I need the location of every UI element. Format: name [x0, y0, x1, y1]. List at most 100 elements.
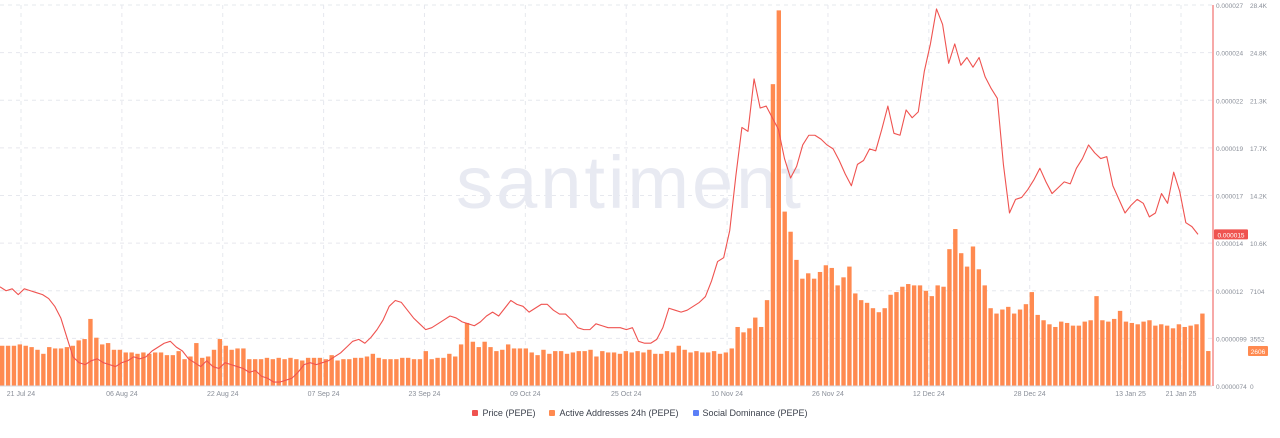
active-addresses-bar: [570, 352, 576, 386]
active-addresses-bar: [853, 293, 858, 386]
active-addresses-bar: [517, 348, 523, 386]
active-addresses-bar: [976, 269, 982, 386]
active-addresses-bar: [464, 322, 470, 386]
active-addresses-bar: [152, 352, 158, 386]
active-addresses-bar: [1141, 321, 1146, 386]
active-addresses-bar: [1035, 314, 1040, 386]
active-addresses-bar: [335, 360, 340, 386]
active-addresses-bar: [564, 353, 570, 386]
active-addresses-bar: [535, 355, 540, 386]
active-addresses-bar: [353, 357, 358, 386]
active-addresses-bar: [911, 285, 917, 386]
active-addresses-bar: [276, 357, 281, 386]
price-tick-label: 0.000012: [1216, 289, 1243, 296]
active-addresses-bar: [47, 347, 52, 386]
active-addresses-bar: [1047, 324, 1052, 386]
active-addresses-bar: [800, 278, 805, 386]
active-addresses-bar: [764, 300, 770, 386]
active-addresses-bar: [541, 349, 546, 386]
active-addresses-bar: [1023, 304, 1029, 386]
active-addresses-bar: [947, 249, 952, 386]
active-addresses-bar: [900, 286, 905, 386]
legend-item-price[interactable]: Price (PEPE): [472, 408, 535, 418]
active-addresses-bar: [1082, 321, 1087, 386]
active-addresses-bar: [964, 266, 970, 386]
active-addresses-bar: [1123, 321, 1129, 386]
addresses-tick-label: 7104: [1250, 289, 1265, 296]
addresses-tick-label: 21.3K: [1250, 98, 1268, 105]
active-addresses-bar: [711, 351, 717, 386]
x-tick-label: 09 Oct 24: [510, 391, 540, 398]
active-addresses-bar: [1070, 325, 1076, 386]
active-addresses-bar: [117, 349, 123, 386]
active-addresses-bar: [1006, 306, 1011, 386]
active-addresses-bar: [653, 353, 658, 386]
addresses-tick-label: 28.4K: [1250, 3, 1268, 10]
active-addresses-bar: [5, 345, 11, 386]
active-addresses-bar: [270, 359, 276, 386]
active-addresses-bar: [988, 308, 993, 386]
active-addresses-bar: [811, 278, 817, 386]
active-addresses-bar: [411, 359, 417, 386]
active-addresses-bar: [194, 343, 199, 386]
x-tick-label: 21 Jan 25: [1166, 391, 1197, 398]
active-addresses-bar: [370, 353, 376, 386]
active-addresses-bar: [917, 285, 923, 386]
active-addresses-bar: [1000, 309, 1005, 386]
x-tick-label: 13 Jan 25: [1115, 391, 1146, 398]
price-swatch-icon: [472, 410, 479, 416]
active-addresses-bar: [294, 359, 299, 386]
active-addresses-bar: [829, 267, 834, 386]
active-addresses-bar: [935, 285, 940, 386]
active-addresses-bar: [1129, 322, 1135, 386]
active-addresses-bar: [41, 353, 46, 386]
active-addresses-bar: [553, 351, 558, 386]
active-addresses-bar: [400, 357, 405, 386]
active-addresses-bar: [482, 341, 487, 386]
active-addresses-bar: [1041, 320, 1046, 386]
active-addresses-bar: [311, 357, 317, 386]
active-addresses-bar: [558, 351, 564, 386]
x-tick-label: 26 Nov 24: [812, 391, 844, 398]
active-addresses-bar: [364, 356, 370, 386]
active-addresses-bar: [606, 352, 611, 386]
active-addresses-bar: [729, 348, 734, 386]
legend-label: Social Dominance (PEPE): [702, 408, 808, 418]
legend-item-active-addresses[interactable]: Active Addresses 24h (PEPE): [549, 408, 679, 418]
addresses-swatch-icon: [549, 410, 556, 416]
active-addresses-bar: [300, 360, 305, 386]
active-addresses-bar: [670, 352, 676, 386]
active-addresses-bar: [806, 273, 811, 386]
active-addresses-bar: [864, 302, 870, 386]
active-addresses-bar: [82, 339, 87, 386]
active-addresses-bar: [35, 349, 40, 386]
active-addresses-bar: [305, 357, 311, 386]
x-tick-label: 23 Sep 24: [409, 391, 441, 398]
active-addresses-bar: [788, 231, 793, 386]
active-addresses-bar: [841, 277, 846, 386]
active-addresses-bar: [223, 345, 228, 386]
active-addresses-bar: [588, 349, 593, 386]
legend-item-social-dominance[interactable]: Social Dominance (PEPE): [692, 408, 808, 418]
x-tick-label: 25 Oct 24: [611, 391, 641, 398]
active-addresses-bar: [388, 359, 393, 386]
active-addresses-bar: [1088, 320, 1093, 386]
active-addresses-bar: [876, 312, 882, 386]
active-addresses-bar: [1176, 324, 1182, 386]
active-addresses-bar: [723, 352, 729, 386]
legend-label: Price (PEPE): [482, 408, 536, 418]
active-addresses-bar: [823, 265, 829, 386]
active-addresses-bar: [782, 211, 787, 386]
active-addresses-bar: [906, 284, 911, 386]
active-addresses-bar: [58, 348, 64, 386]
active-addresses-bar: [706, 352, 711, 386]
active-addresses-bar: [694, 351, 699, 386]
active-addresses-bar: [182, 359, 187, 386]
active-addresses-bar: [217, 339, 223, 386]
active-addresses-bar: [423, 351, 428, 386]
active-addresses-bar: [382, 359, 387, 386]
addresses-tick-label: 0: [1250, 384, 1254, 391]
addresses-tick-label: 3552: [1250, 336, 1265, 343]
active-addresses-bar: [435, 357, 440, 386]
